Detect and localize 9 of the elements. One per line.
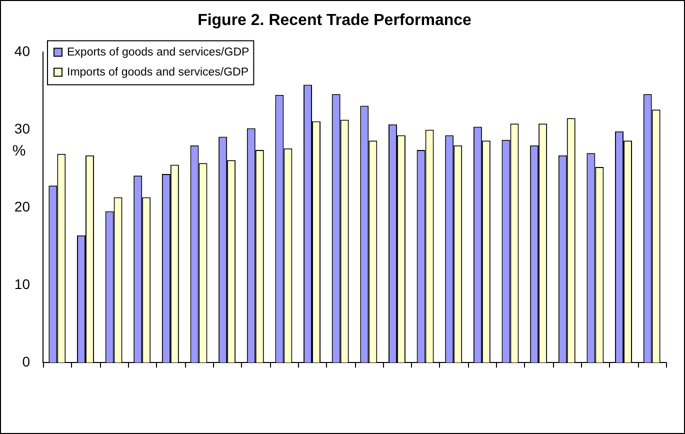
y-tick-label: 10	[14, 276, 30, 292]
chart-title: Figure 2. Recent Trade Performance	[198, 12, 472, 30]
y-tick-label: 0	[22, 353, 30, 370]
y-axis-title: %	[12, 142, 26, 160]
y-tick-label: 40	[14, 43, 30, 60]
legend-label: Exports of goods and services/GDP	[67, 46, 250, 58]
y-tick-label: 30	[14, 120, 30, 137]
legend-label: Imports of goods and services/GDP	[67, 66, 249, 78]
y-tick-label: 20	[14, 198, 30, 214]
